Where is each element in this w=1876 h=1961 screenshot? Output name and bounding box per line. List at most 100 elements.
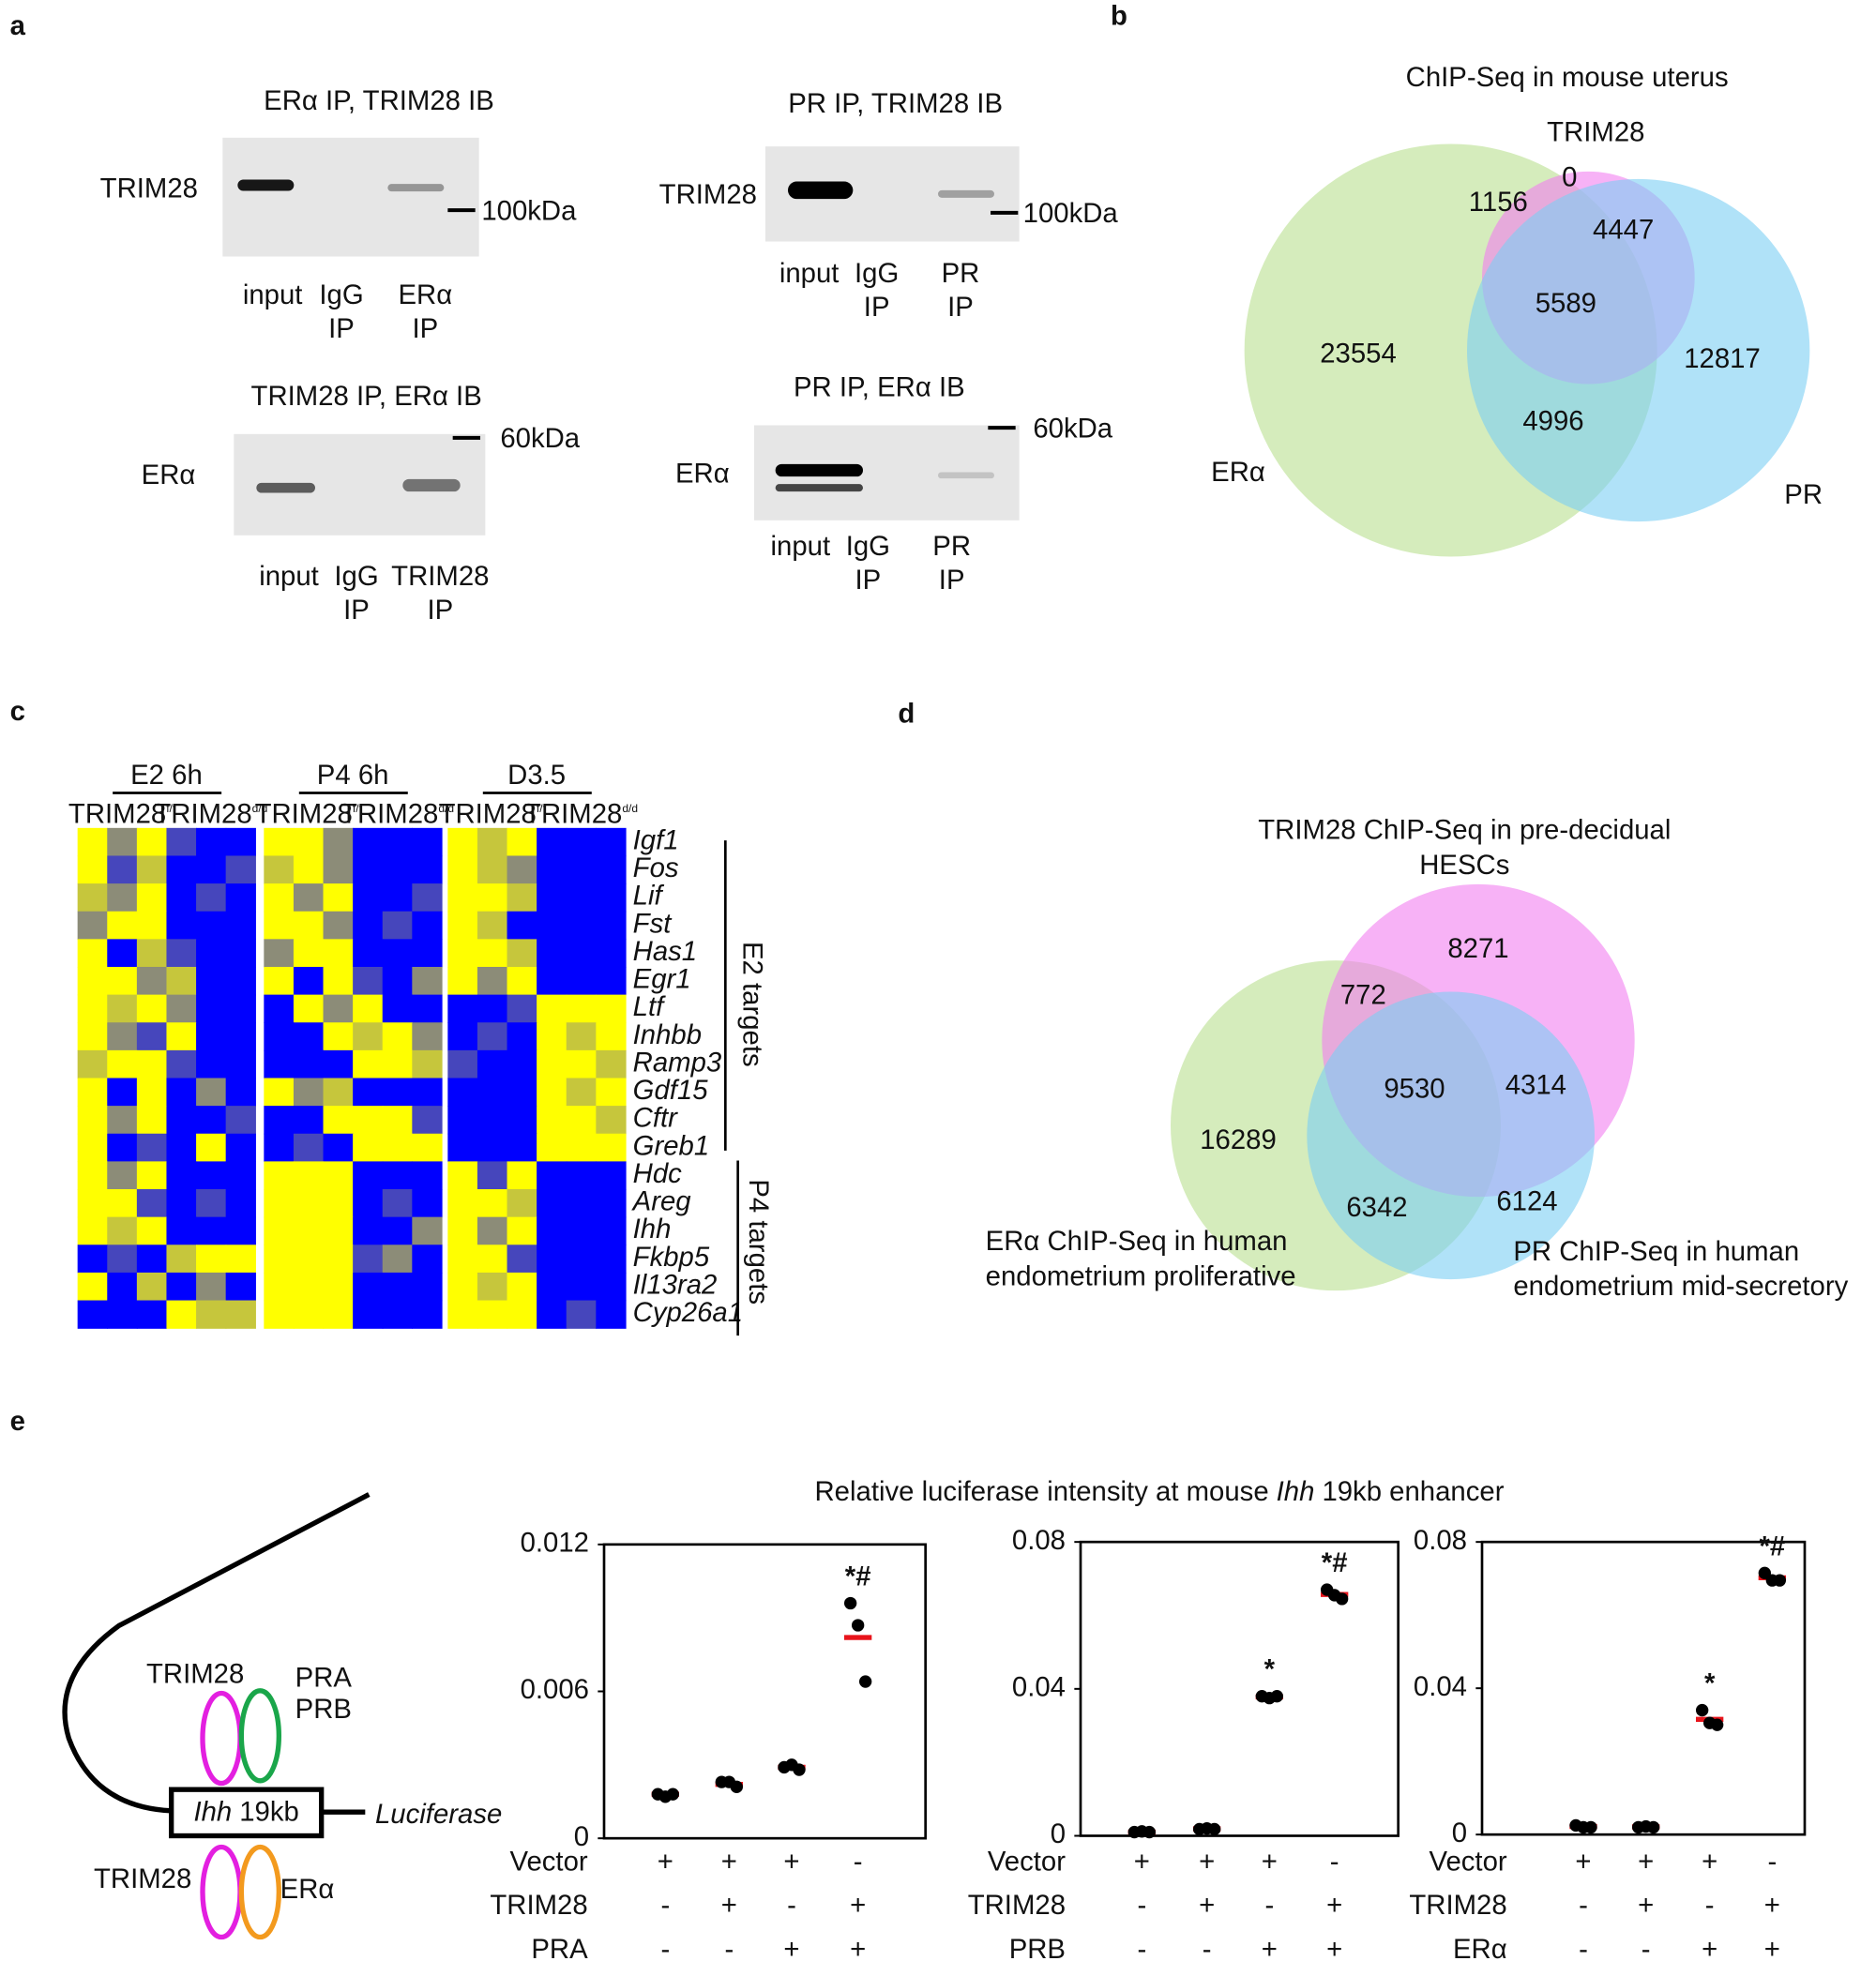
heatmap-cell (323, 1078, 354, 1107)
row-label: Areg (631, 1186, 692, 1217)
enhancer-label: Ihh 19kb (193, 1796, 298, 1827)
condition-sign: + (658, 1847, 673, 1878)
genotype-label: TRIM28f/f (255, 798, 363, 829)
data-point (1773, 1574, 1786, 1587)
heatmap-cell (225, 883, 256, 913)
row-label: Cyp26a1 (633, 1297, 743, 1328)
factor-label: TRIM28 (94, 1863, 191, 1894)
heatmap-cell (477, 1078, 508, 1107)
row-label: Greb1 (633, 1130, 710, 1161)
heatmap-cell (412, 1300, 443, 1329)
panel-label: a (10, 10, 26, 41)
condition-sign: + (1638, 1890, 1654, 1921)
condition-sign: - (660, 1890, 670, 1921)
heatmap-cell (596, 883, 627, 913)
heatmap-cell (77, 911, 108, 941)
condition-sign: + (1575, 1847, 1591, 1878)
heatmap-cell (507, 994, 537, 1023)
title-part: 19kb enhancer (1322, 1476, 1504, 1507)
heatmap-cell (477, 911, 508, 941)
heatmap-cell (166, 827, 197, 857)
heatmap-cell (412, 1133, 443, 1163)
condition-label: Vector (1430, 1847, 1507, 1878)
heatmap-cell (166, 939, 197, 968)
condition-sign: - (854, 1847, 863, 1878)
condition-sign: + (1702, 1847, 1717, 1878)
heatmap-cell (264, 883, 295, 913)
heatmap-cell (447, 1300, 478, 1329)
heatmap-cell (382, 855, 413, 884)
heatmap-cell (382, 1300, 413, 1329)
venn-set-label: ERα ChIP-Seq in human (986, 1226, 1288, 1257)
heatmap-cell (166, 883, 197, 913)
data-point (1142, 1825, 1156, 1839)
heatmap-cell (136, 1189, 168, 1218)
venn-set-label: endometrium mid-secretory (1513, 1271, 1848, 1302)
heatmap-cell (264, 1161, 295, 1190)
heatmap-cell (136, 911, 168, 941)
heatmap-cell (382, 966, 413, 996)
heatmap-cell (323, 1106, 354, 1135)
heatmap-cell (382, 883, 413, 913)
data-point (1270, 1690, 1283, 1703)
heatmap-cell (107, 1049, 138, 1079)
genotype-base: TRIM28 (524, 798, 622, 829)
heatmap-cell (107, 1244, 138, 1274)
heatmap-cell (225, 1216, 256, 1245)
condition-sign: + (1199, 1890, 1215, 1921)
heatmap-cell (107, 1216, 138, 1245)
blot-band (775, 484, 863, 492)
heatmap-cell (507, 827, 537, 857)
heatmap-cell (323, 911, 354, 941)
condition-sign: + (1764, 1934, 1780, 1961)
heatmap-cell (225, 1133, 256, 1163)
row-label: Has1 (633, 936, 697, 967)
condition-label: TRIM28 (1409, 1890, 1506, 1921)
heatmap-cell (566, 966, 597, 996)
heatmap-cell (166, 1272, 197, 1302)
venn-count: 23554 (1320, 339, 1397, 370)
heatmap-cell (566, 855, 597, 884)
heatmap-cell (507, 911, 537, 941)
heatmap-cell (477, 939, 508, 968)
heatmap-cell (166, 1133, 197, 1163)
heatmap-cell (136, 994, 168, 1023)
heatmap-cell (353, 1078, 384, 1107)
heatmap-cell (264, 1022, 295, 1051)
heatmap-cell (507, 1078, 537, 1107)
heatmap-cell (225, 1161, 256, 1190)
heatmap-cell (596, 911, 627, 941)
heatmap-cell (537, 1244, 567, 1274)
lane-label: IP (427, 595, 453, 626)
heatmap-cell (447, 966, 478, 996)
heatmap-cell (507, 1189, 537, 1218)
heatmap-cell (166, 1216, 197, 1245)
heatmap-cell (107, 883, 138, 913)
lane-label: IP (947, 292, 974, 323)
condition-sign: + (1134, 1847, 1150, 1878)
heatmap-cell (293, 1216, 325, 1245)
heatmap-cell (166, 1022, 197, 1051)
condition-sign: + (1262, 1934, 1278, 1961)
lane-label: IP (328, 313, 355, 344)
heatmap-cell (107, 1300, 138, 1329)
lane-label: TRIM28 (391, 561, 489, 592)
significance-label: * (1704, 1668, 1716, 1699)
heatmap-cell (264, 1049, 295, 1079)
heatmap-cell (507, 883, 537, 913)
heatmap-cell (77, 1244, 108, 1274)
heatmap-cell (412, 1189, 443, 1218)
heatmap-cell (382, 1272, 413, 1302)
heatmap-cell (537, 966, 567, 996)
heatmap-cell (412, 855, 443, 884)
heatmap-cell (264, 966, 295, 996)
heatmap-cell (537, 994, 567, 1023)
genotype-base: TRIM28 (439, 798, 537, 829)
heatmap-cell (353, 1106, 384, 1135)
heatmap-cell (225, 994, 256, 1023)
marker-label: 60kDa (1033, 414, 1112, 445)
heatmap-cell (107, 855, 138, 884)
heatmap-cell (77, 883, 108, 913)
heatmap-cell (537, 1078, 567, 1107)
heatmap-cell (323, 1216, 354, 1245)
